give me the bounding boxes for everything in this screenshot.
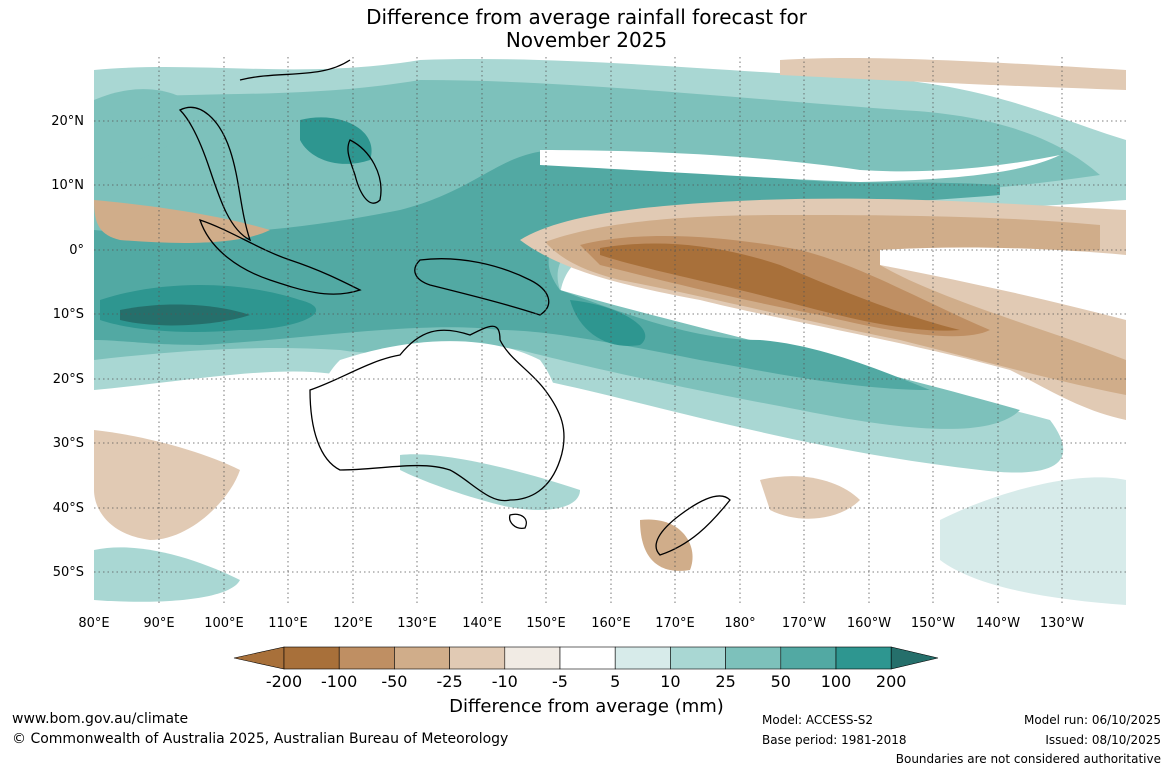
legend-tick-label: 25 — [715, 672, 735, 691]
lat-label: 20°N — [51, 114, 84, 129]
boundary-disclaimer: Boundaries are not considered authoritat… — [895, 752, 1161, 766]
lat-label: 30°S — [53, 436, 84, 451]
legend-tick-label: -200 — [266, 672, 302, 691]
legend-units-label: Difference from average (mm) — [449, 696, 724, 717]
lon-label: 160°W — [847, 616, 891, 631]
lon-label: 170°E — [655, 616, 695, 631]
legend-tick-label: -5 — [552, 672, 568, 691]
lon-label: 140°E — [462, 616, 502, 631]
lon-label: 80°E — [78, 616, 109, 631]
legend-colour-bin — [394, 646, 450, 670]
legend-tick-label: -25 — [437, 672, 463, 691]
legend-colour-bin — [670, 646, 726, 670]
website-link[interactable]: www.bom.gov.au/climate — [12, 711, 189, 727]
lon-axis-labels: 80°E 90°E 100°E 110°E 120°E 130°E 140°E … — [78, 616, 1084, 631]
lat-label: 10°N — [51, 178, 84, 193]
lat-label: 20°S — [53, 372, 84, 387]
lat-axis-labels: 20°N 10°N 0° 10°S 20°S 30°S 40°S 50°S — [51, 114, 84, 580]
model-run-date: Model run: 06/10/2025 — [1023, 713, 1161, 727]
lon-label: 130°W — [1040, 616, 1084, 631]
lon-label: 170°W — [782, 616, 826, 631]
rainfall-anomaly-field — [94, 57, 1126, 605]
legend-tick-label: 5 — [610, 672, 620, 691]
graticule — [94, 57, 1126, 605]
legend-colour-bin — [725, 646, 782, 670]
legend-tick-label: 10 — [660, 672, 680, 691]
legend-colour-bin — [283, 646, 340, 670]
lat-label: 10°S — [53, 307, 84, 322]
legend-tick-label: -50 — [381, 672, 407, 691]
lon-label: 140°W — [976, 616, 1020, 631]
legend-arrow-low — [233, 646, 285, 670]
legend-tick-label: 100 — [821, 672, 852, 691]
legend-tick-label: 200 — [876, 672, 907, 691]
lon-label: 160°E — [591, 616, 631, 631]
legend-colour-bin — [835, 646, 892, 670]
legend-colour-bin — [780, 646, 837, 670]
lat-label: 0° — [69, 243, 84, 258]
legend-colour-bin — [338, 646, 395, 670]
base-period: Base period: 1981-2018 — [762, 733, 907, 747]
issued-date: Issued: 08/10/2025 — [1045, 733, 1161, 747]
map-title-line-2: November 2025 — [505, 28, 668, 52]
legend-colour-bin — [504, 646, 561, 670]
lon-label: 180° — [724, 616, 755, 631]
lon-label: 130°E — [397, 616, 437, 631]
legend-tick-label: -100 — [321, 672, 357, 691]
model-name: Model: ACCESS-S2 — [762, 713, 874, 727]
legend-colour-bin — [449, 646, 506, 670]
lon-label: 120°E — [333, 616, 373, 631]
lon-label: 90°E — [143, 616, 174, 631]
legend-colour-bin — [559, 646, 616, 670]
legend-tick-label: 50 — [771, 672, 791, 691]
map-title-line-1: Difference from average rainfall forecas… — [366, 5, 807, 29]
lat-label: 50°S — [53, 565, 84, 580]
colour-legend: -200 -100 -50 -25 -10 -5 5 10 25 50 100 200 — [233, 646, 939, 691]
lon-label: 150°W — [911, 616, 955, 631]
lon-label: 110°E — [268, 616, 308, 631]
lon-label: 100°E — [204, 616, 244, 631]
copyright-text: © Commonwealth of Australia 2025, Austra… — [12, 731, 509, 747]
lat-label: 40°S — [53, 501, 84, 516]
legend-colour-bin — [614, 646, 671, 670]
legend-tick-label: -10 — [492, 672, 518, 691]
lon-label: 150°E — [526, 616, 566, 631]
legend-arrow-high — [890, 646, 939, 670]
coastlines — [178, 59, 731, 556]
